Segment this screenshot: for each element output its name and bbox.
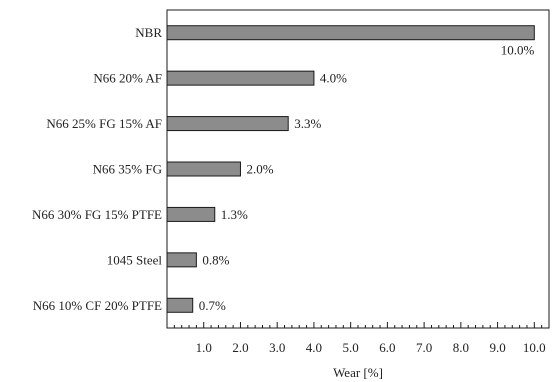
data-label: 3.3%: [294, 116, 321, 131]
x-tick-label: 7.0: [416, 340, 432, 355]
data-labels-group: 10.0% 4.0% 3.3% 2.0% 1.3% 0.8% 0.7%: [199, 43, 535, 313]
category-label: N66 10% CF 20% PTFE: [33, 298, 162, 313]
bar: [166, 70, 315, 86]
data-label: 0.7%: [199, 298, 226, 313]
x-tick-label: 9.0: [489, 340, 505, 355]
data-label: 0.8%: [202, 252, 229, 267]
bars-group: [166, 25, 535, 313]
x-tick-label: 1.0: [196, 340, 212, 355]
bar: [166, 297, 194, 313]
x-tick-label: 5.0: [343, 340, 359, 355]
category-label: N66 35% FG: [93, 162, 162, 177]
category-labels-group: NBR N66 20% AF N66 25% FG 15% AF N66 35% FG…: [32, 25, 162, 313]
ticks-group: 1.0 2.0 3.0 4.0 5.0 6.0 7.0 8.0 9.0 10.0: [173, 322, 546, 355]
category-label: N66 20% AF: [93, 71, 162, 86]
bar: [166, 161, 241, 177]
x-tick-label: 4.0: [306, 340, 322, 355]
x-tick-label: 3.0: [269, 340, 285, 355]
category-label: NBR: [135, 25, 162, 40]
x-tick-label: 6.0: [379, 340, 395, 355]
x-tick-label: 8.0: [453, 340, 469, 355]
bar: [166, 116, 289, 132]
bar: [166, 25, 535, 41]
x-tick-label: 10.0: [523, 340, 546, 355]
x-tick-label: 2.0: [232, 340, 248, 355]
data-label: 10.0%: [501, 43, 535, 58]
x-axis-title: Wear [%]: [333, 365, 383, 380]
category-label: 1045 Steel: [107, 252, 163, 267]
data-label: 1.3%: [221, 207, 248, 222]
bar: [166, 206, 216, 222]
category-label: N66 25% FG 15% AF: [46, 116, 162, 131]
data-label: 2.0%: [246, 162, 273, 177]
category-label: N66 30% FG 15% PTFE: [32, 207, 162, 222]
data-label: 4.0%: [320, 71, 347, 86]
bar: [166, 252, 197, 268]
